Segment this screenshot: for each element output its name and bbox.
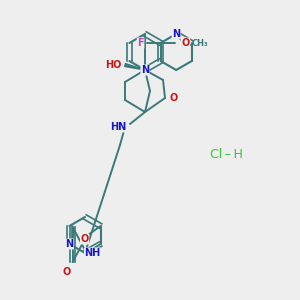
Text: O: O bbox=[170, 93, 178, 103]
Text: O: O bbox=[80, 234, 89, 244]
Text: HN: HN bbox=[110, 122, 126, 132]
Text: N: N bbox=[172, 29, 180, 39]
Text: Cl – H: Cl – H bbox=[210, 148, 243, 161]
Text: CH₃: CH₃ bbox=[192, 38, 208, 47]
Text: HO: HO bbox=[105, 60, 121, 70]
Text: O: O bbox=[182, 38, 190, 48]
Text: NH: NH bbox=[85, 248, 101, 258]
Polygon shape bbox=[124, 64, 145, 70]
Text: N: N bbox=[141, 65, 149, 75]
Text: N: N bbox=[65, 239, 74, 249]
Text: O: O bbox=[62, 267, 71, 277]
Text: F: F bbox=[137, 38, 144, 48]
